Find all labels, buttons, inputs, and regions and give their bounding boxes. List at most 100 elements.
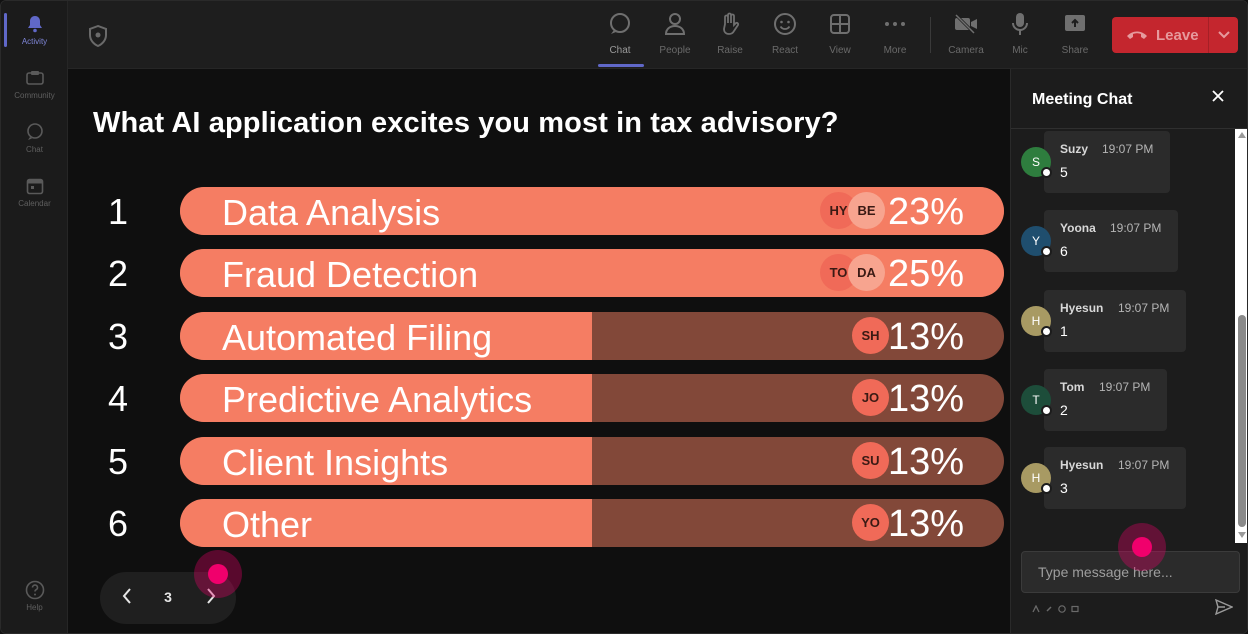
emoji-icon[interactable] — [1057, 604, 1066, 613]
toolbar-more-button[interactable]: More — [867, 11, 923, 63]
mic-icon — [1007, 11, 1033, 37]
avatar-initial: H — [1031, 471, 1041, 485]
option-bar: Client Insights SU 13% — [180, 437, 1004, 485]
scroll-up-icon[interactable] — [1238, 132, 1246, 138]
chat-header: Meeting Chat — [1011, 69, 1247, 129]
rail-item-activity[interactable]: Activity — [1, 5, 68, 55]
grid-icon — [827, 11, 853, 37]
more-icon — [882, 11, 908, 37]
avatar-initial: Y — [1031, 234, 1040, 248]
bell-icon — [25, 14, 45, 34]
option-bar-fill — [180, 437, 592, 485]
chat-message-list[interactable]: Suzy 19:07 PM 5 S Yoona 19:07 PM 6 Y — [1011, 129, 1235, 543]
rail-item-chat[interactable]: Chat — [1, 113, 68, 163]
toolbar-chat-button[interactable]: Chat — [592, 11, 648, 63]
option-number: 5 — [108, 441, 129, 482]
toolbar-raise-button[interactable]: Raise — [702, 11, 758, 63]
message-bubble: Suzy 19:07 PM 5 — [1044, 131, 1170, 193]
message-time: 19:07 PM — [1099, 380, 1151, 394]
avatar: S — [1021, 147, 1052, 178]
leave-options-button[interactable] — [1209, 17, 1238, 53]
option-bar: Data Analysis HY BE 23% — [180, 187, 1004, 235]
format-icon[interactable] — [1031, 604, 1040, 613]
rail-item-help[interactable]: Help — [1, 571, 68, 621]
option-number: 6 — [108, 503, 129, 544]
rail-item-community[interactable]: Community — [1, 59, 68, 109]
rail-label: Calendar — [18, 199, 51, 208]
option-label: Other — [222, 504, 313, 545]
leave-divider — [1208, 17, 1209, 53]
option-percent: 13% — [887, 378, 964, 420]
toolbar-react-button[interactable]: React — [757, 11, 813, 63]
people-icon — [662, 11, 688, 37]
poll-question: What AI application excites you most in … — [93, 107, 839, 139]
status-dot — [1041, 167, 1052, 178]
avatar: H — [1021, 463, 1052, 494]
attach-icon[interactable] — [1044, 604, 1053, 613]
meeting-toolbar: Chat People Raise React View — [68, 1, 1247, 69]
rail-label: Community — [14, 91, 55, 100]
leave-label: Leave — [1156, 26, 1199, 44]
option-number: 4 — [108, 378, 129, 419]
leave-button-group: Leave — [1112, 17, 1238, 53]
avatar: Y — [1021, 226, 1052, 257]
community-icon — [25, 68, 45, 88]
option-bar: Other YO 13% — [180, 499, 1004, 547]
avatar-initial: H — [1031, 314, 1041, 328]
option-percent: 25% — [887, 253, 964, 295]
voter-avatar: JO — [852, 379, 889, 416]
option-label: Predictive Analytics — [222, 379, 533, 420]
gif-icon[interactable] — [1070, 604, 1079, 613]
scroll-thumb[interactable] — [1238, 315, 1246, 527]
toolbar-mic-button[interactable]: Mic — [992, 11, 1048, 63]
option-number: 3 — [108, 316, 129, 357]
toolbar-divider — [930, 17, 931, 53]
message-time: 19:07 PM — [1110, 221, 1162, 235]
toolbar-people-button[interactable]: People — [647, 11, 703, 63]
option-percent: 13% — [887, 441, 964, 483]
leave-button[interactable]: Leave — [1112, 17, 1208, 53]
rail-label: Activity — [21, 37, 48, 46]
toolbar-label: View — [829, 45, 851, 56]
toolbar-label: More — [883, 45, 907, 56]
chevron-down-icon — [1217, 26, 1230, 44]
smiley-icon — [772, 11, 798, 37]
chat-icon — [607, 11, 633, 37]
option-bar: Fraud Detection TO DA 25% — [180, 249, 1004, 297]
chat-message: Yoona 19:07 PM 6 Y — [1011, 210, 1235, 274]
camera-off-icon — [953, 11, 979, 37]
toolbar-view-button[interactable]: View — [812, 11, 868, 63]
help-icon — [25, 580, 45, 600]
poll-option: 6 Other YO 13% — [68, 499, 1010, 547]
poll-option: 4 Predictive Analytics JO 13% — [68, 374, 1010, 422]
voter-avatar: DA — [848, 254, 885, 291]
send-icon — [1214, 598, 1234, 620]
toolbar-label: Camera — [948, 45, 984, 56]
sender-name: Hyesun — [1060, 301, 1104, 315]
rail-item-calendar[interactable]: Calendar — [1, 167, 68, 217]
option-label: Automated Filing — [222, 317, 493, 358]
calendar-icon — [25, 176, 45, 196]
option-label: Data Analysis — [222, 192, 441, 233]
poll-option: 3 Automated Filing SH 13% — [68, 312, 1010, 360]
option-number: 1 — [108, 191, 129, 232]
message-text: 6 — [1060, 243, 1068, 259]
option-bar-fill — [180, 374, 592, 422]
toolbar-camera-button[interactable]: Camera — [938, 11, 994, 63]
chat-message: Hyesun 19:07 PM 1 H — [1011, 290, 1235, 354]
share-icon — [1062, 11, 1088, 37]
toolbar-label: Share — [1061, 45, 1089, 56]
chevron-left-icon — [122, 587, 132, 609]
shield-icon[interactable] — [88, 24, 108, 48]
toolbar-share-button[interactable]: Share — [1047, 11, 1103, 63]
option-bar: Predictive Analytics JO 13% — [180, 374, 1004, 422]
chat-scrollbar[interactable] — [1235, 129, 1247, 543]
previous-page-button[interactable] — [114, 585, 140, 611]
sender-name: Yoona — [1060, 221, 1096, 235]
voter-avatar: YO — [852, 504, 889, 541]
chat-message: Suzy 19:07 PM 5 S — [1011, 131, 1235, 195]
message-time: 19:07 PM — [1102, 142, 1154, 156]
send-button[interactable] — [1214, 598, 1234, 620]
scroll-down-icon[interactable] — [1238, 532, 1246, 538]
close-chat-button[interactable] — [1209, 89, 1227, 107]
